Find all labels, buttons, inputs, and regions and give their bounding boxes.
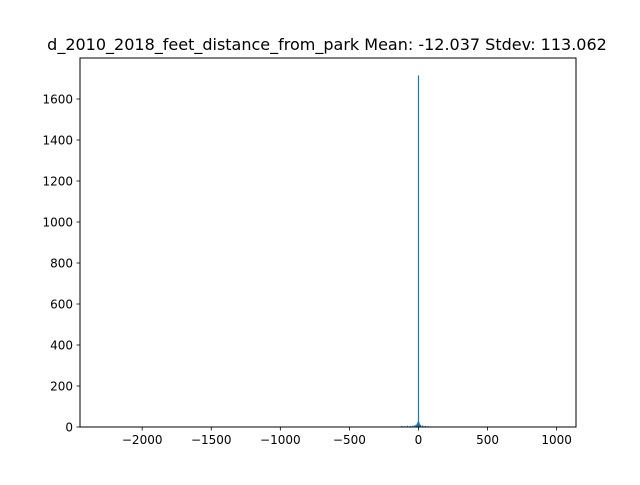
y-tick-label: 0 — [65, 421, 73, 435]
x-tick-label: −1000 — [260, 433, 301, 447]
histogram-bar — [409, 425, 411, 427]
histogram-bar — [422, 425, 424, 427]
plot-frame — [79, 57, 577, 428]
y-tick-label: 400 — [50, 339, 73, 353]
histogram-bar — [419, 423, 421, 427]
y-tick-label: 200 — [50, 380, 73, 394]
x-tick-label: 1000 — [541, 433, 572, 447]
histogram-bar — [406, 425, 409, 427]
y-tick-label: 1600 — [42, 93, 73, 107]
x-axis-ticks: −2000 −1500 −1000 −500 0 500 1000 — [122, 427, 572, 447]
bars-group — [401, 75, 429, 428]
histogram-bar — [424, 425, 426, 427]
y-axis-ticks: 0 200 400 600 800 1000 1200 1400 1600 — [42, 93, 80, 435]
y-tick-label: 1000 — [42, 216, 73, 230]
y-tick-label: 1200 — [42, 175, 73, 189]
y-tick-label: 600 — [50, 298, 73, 312]
chart-title: d_2010_2018_feet_distance_from_park Mean… — [47, 35, 607, 55]
x-tick-label: −500 — [333, 433, 366, 447]
histogram-bar — [415, 424, 418, 427]
histogram-bar — [401, 425, 403, 427]
histogram-bar — [417, 75, 420, 428]
x-tick-label: −1500 — [191, 433, 232, 447]
histogram-bar — [419, 424, 422, 427]
x-tick-label: 0 — [415, 433, 423, 447]
histogram-bar — [414, 424, 416, 427]
x-tick-label: 500 — [476, 433, 499, 447]
y-tick-label: 1400 — [42, 134, 73, 148]
x-tick-label: −2000 — [122, 433, 163, 447]
histogram-bar — [412, 425, 414, 427]
y-tick-label: 800 — [50, 257, 73, 271]
